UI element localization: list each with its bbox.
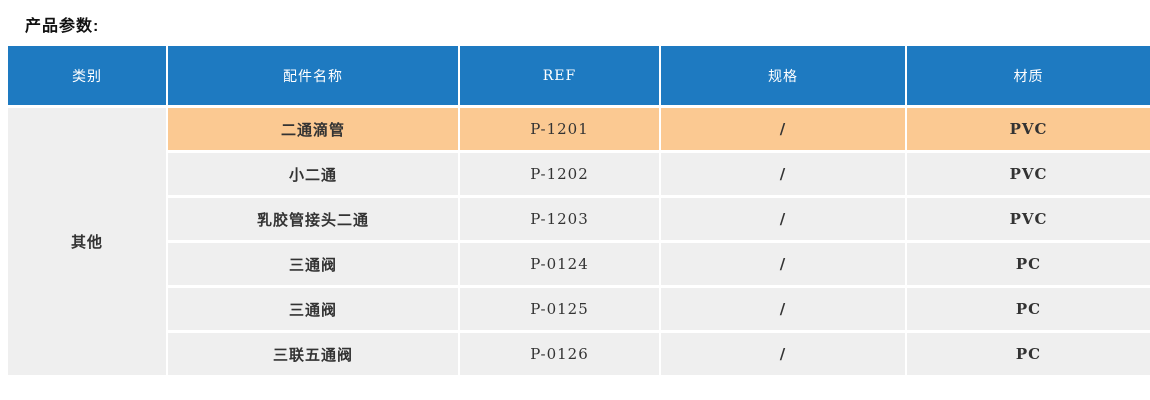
col-header-material: 材质 [907, 46, 1150, 105]
col-header-spec: 规格 [661, 46, 905, 105]
cell-material: PVC [907, 108, 1150, 150]
cell-spec: / [661, 198, 905, 240]
cell-spec: / [661, 333, 905, 375]
cell-spec: / [661, 153, 905, 195]
cell-ref: P-1202 [460, 153, 659, 195]
cell-spec: / [661, 108, 905, 150]
cell-spec: / [661, 243, 905, 285]
cell-ref: P-0125 [460, 288, 659, 330]
col-header-ref: REF [460, 46, 659, 105]
cell-part-name: 三通阀 [168, 288, 458, 330]
cell-material: PVC [907, 198, 1150, 240]
cell-ref: P-1201 [460, 108, 659, 150]
cell-ref: P-1203 [460, 198, 659, 240]
cell-part-name: 乳胶管接头二通 [168, 198, 458, 240]
cell-material: PC [907, 243, 1150, 285]
cell-material: PC [907, 288, 1150, 330]
page-title: 产品参数: [25, 18, 100, 35]
cell-material: PVC [907, 153, 1150, 195]
cell-part-name: 小二通 [168, 153, 458, 195]
cell-material: PC [907, 333, 1150, 375]
category-cell: 其他 [8, 108, 166, 375]
cell-spec: / [661, 288, 905, 330]
cell-part-name: 三联五通阀 [168, 333, 458, 375]
product-parameters-table: 类别 配件名称 REF 规格 材质 其他 二通滴管 P-1201 / PVC 小… [8, 46, 1150, 375]
cell-part-name: 二通滴管 [168, 108, 458, 150]
col-header-part-name: 配件名称 [168, 46, 458, 105]
cell-ref: P-0124 [460, 243, 659, 285]
col-header-category: 类别 [8, 46, 166, 105]
cell-ref: P-0126 [460, 333, 659, 375]
cell-part-name: 三通阀 [168, 243, 458, 285]
